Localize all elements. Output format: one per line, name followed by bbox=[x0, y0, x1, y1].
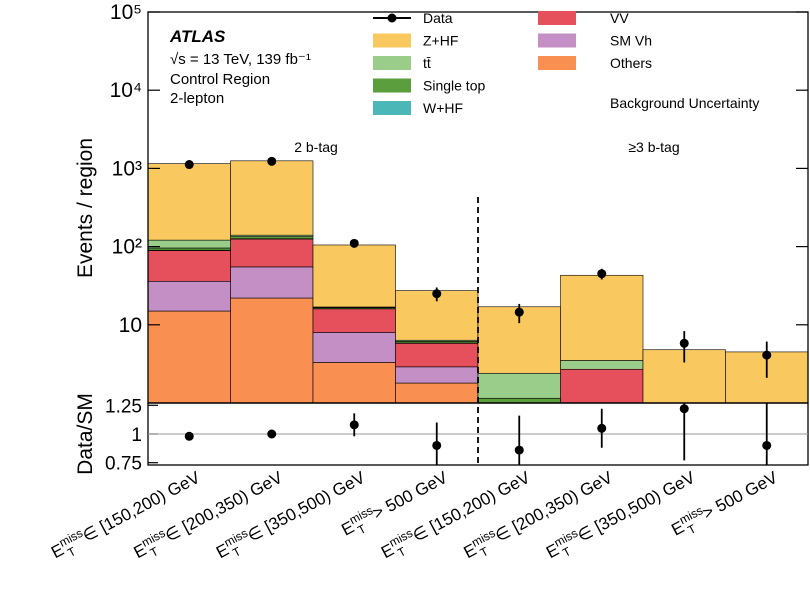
data-point bbox=[432, 289, 442, 299]
y-tick-label: 10 bbox=[119, 314, 142, 337]
bar-segment bbox=[312, 332, 396, 363]
bar-segment bbox=[395, 342, 479, 368]
info-line: √s = 13 TeV, 139 fb⁻¹ bbox=[170, 51, 311, 68]
x-label-sub: T bbox=[395, 544, 409, 560]
region-label: ≥3 b-tag bbox=[628, 139, 679, 155]
data-point bbox=[597, 269, 607, 279]
bar-segment bbox=[560, 360, 644, 370]
x-label-sub: T bbox=[65, 544, 79, 560]
legend-label: Single top bbox=[423, 78, 485, 94]
data-point bbox=[184, 160, 194, 170]
ratio-point bbox=[597, 423, 607, 433]
legend-swatch bbox=[387, 13, 397, 23]
bar-segment bbox=[147, 239, 231, 249]
ratio-point bbox=[184, 431, 194, 441]
ratio-point bbox=[679, 404, 689, 414]
region-label: 2 b-tag bbox=[294, 139, 338, 155]
legend-label: Background Uncertainty bbox=[610, 95, 759, 111]
legend-label: W+HF bbox=[423, 100, 463, 116]
bar-segment bbox=[312, 362, 396, 404]
bar-segment bbox=[147, 247, 231, 251]
data-point bbox=[679, 338, 689, 348]
ratio-point bbox=[349, 420, 359, 430]
legend-swatch bbox=[373, 56, 411, 70]
x-tick-label: EmissT∈ [200,350) GeV bbox=[459, 465, 618, 567]
legend-swatch bbox=[373, 101, 411, 115]
ratio-point bbox=[267, 429, 277, 439]
data-point bbox=[267, 156, 277, 166]
bar-segment bbox=[395, 382, 479, 404]
y-tick-label: 10⁵ bbox=[110, 1, 142, 24]
experiment-label: ATLAS bbox=[169, 27, 226, 46]
x-label-sub: T bbox=[685, 521, 699, 537]
bar-segment bbox=[230, 238, 314, 268]
x-label-sub: T bbox=[148, 544, 162, 560]
y-axis-label: Events / region bbox=[74, 138, 97, 278]
info-line: Control Region bbox=[170, 71, 270, 88]
bar-segment bbox=[147, 310, 231, 404]
data-point bbox=[514, 307, 524, 317]
bar-segment bbox=[147, 163, 231, 241]
legend-swatch bbox=[538, 56, 576, 70]
x-tick-label: EmissT∈ [150,200) GeV bbox=[377, 465, 536, 567]
y-tick-label: 10³ bbox=[112, 157, 142, 180]
legend-label: Z+HF bbox=[423, 33, 458, 49]
x-label-range: > 500 GeV bbox=[700, 467, 782, 522]
data-point bbox=[349, 238, 359, 248]
ratio-point bbox=[432, 440, 442, 450]
bar-segment bbox=[230, 297, 314, 404]
legend-swatch bbox=[538, 33, 576, 48]
bar-segment bbox=[477, 397, 561, 404]
ratio-point bbox=[762, 440, 772, 450]
bar-segment bbox=[230, 236, 314, 240]
y-tick-label: 10² bbox=[112, 236, 142, 259]
legend-label: Data bbox=[423, 10, 453, 26]
x-label-sub: T bbox=[230, 544, 244, 560]
bar-segment bbox=[230, 266, 314, 299]
bar-segment bbox=[477, 372, 561, 399]
bar-segment bbox=[312, 308, 396, 333]
bar-segment bbox=[230, 160, 314, 236]
legend-swatch bbox=[538, 11, 576, 25]
data-point bbox=[762, 350, 772, 360]
legend-label: SM Vh bbox=[610, 33, 652, 49]
ratio-points bbox=[184, 403, 772, 465]
x-label-sub: T bbox=[355, 521, 369, 537]
x-tick-label: EmissT∈ [200,350) GeV bbox=[129, 465, 288, 567]
info-line: 2-lepton bbox=[170, 90, 224, 107]
x-tick-label: EmissT∈ [150,200) GeV bbox=[47, 465, 206, 567]
bar-segment bbox=[395, 366, 479, 384]
ratio-tick-label: 1 bbox=[131, 425, 142, 446]
y-tick-label: 10⁴ bbox=[110, 79, 142, 102]
ratio-axis-label: Data/SM bbox=[74, 393, 97, 475]
ratio-tick-label: 1.25 bbox=[105, 396, 142, 417]
bar-segment bbox=[560, 274, 644, 361]
legend-label: VV bbox=[610, 10, 629, 26]
bar-segment bbox=[560, 368, 644, 404]
ratio-point bbox=[514, 445, 524, 455]
x-label-sub: T bbox=[478, 544, 492, 560]
legend-label: Others bbox=[610, 55, 652, 71]
bar-segment bbox=[147, 250, 231, 282]
legend-swatch bbox=[373, 78, 411, 93]
x-label-sub: T bbox=[560, 544, 574, 560]
legend-swatch bbox=[373, 33, 411, 48]
ratio-tick-label: 0.75 bbox=[105, 454, 142, 475]
bar-segment bbox=[147, 280, 231, 312]
legend-label: tt̄ bbox=[423, 55, 431, 71]
bar-segment bbox=[312, 244, 396, 308]
